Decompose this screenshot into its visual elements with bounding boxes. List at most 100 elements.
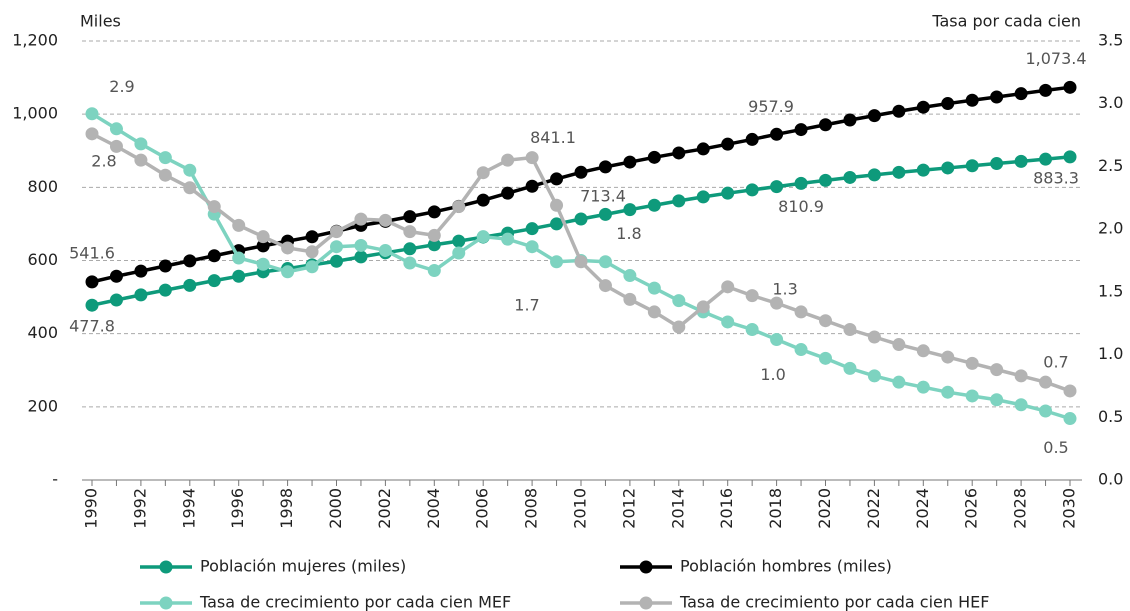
data-point bbox=[207, 274, 221, 288]
data-point bbox=[941, 350, 955, 364]
data-label: 541.6 bbox=[69, 243, 115, 262]
data-point bbox=[1039, 375, 1053, 389]
data-point bbox=[819, 351, 832, 365]
data-point bbox=[183, 278, 197, 292]
data-point bbox=[965, 356, 979, 370]
data-point bbox=[990, 90, 1004, 104]
x-tick-label: 2018 bbox=[766, 488, 785, 529]
data-point bbox=[794, 176, 808, 190]
legend-label: Población hombres (miles) bbox=[680, 557, 892, 576]
x-tick-label: 1998 bbox=[277, 488, 296, 529]
data-point bbox=[867, 369, 881, 383]
x-tick-label: 2004 bbox=[424, 488, 443, 529]
data-point bbox=[916, 163, 930, 177]
data-point bbox=[281, 265, 295, 279]
y2-tick-label: 2.0 bbox=[1098, 219, 1123, 238]
data-point bbox=[941, 97, 955, 111]
data-point bbox=[1014, 369, 1028, 383]
data-point bbox=[501, 232, 515, 246]
data-point bbox=[476, 166, 490, 180]
data-point bbox=[819, 314, 832, 328]
data-point bbox=[1063, 150, 1077, 164]
data-point bbox=[134, 288, 148, 302]
x-tick-label: 2030 bbox=[1060, 488, 1079, 529]
legend-label: Tasa de crecimiento por cada cien HEF bbox=[679, 593, 989, 611]
data-point bbox=[623, 203, 637, 217]
x-tick-label: 1990 bbox=[82, 488, 101, 529]
data-point bbox=[354, 238, 368, 252]
data-label: 957.9 bbox=[748, 97, 794, 116]
x-tick-label: 2012 bbox=[619, 488, 638, 529]
x-tick-label: 2000 bbox=[326, 488, 345, 529]
y-tick-label: 800 bbox=[27, 177, 58, 196]
data-point bbox=[354, 212, 368, 226]
data-point bbox=[158, 151, 172, 165]
data-point bbox=[207, 200, 221, 214]
data-point bbox=[770, 127, 784, 141]
data-point bbox=[916, 100, 930, 114]
data-point bbox=[281, 241, 295, 255]
y2-axis-label: Tasa por cada cien bbox=[931, 12, 1081, 31]
data-point bbox=[452, 246, 466, 260]
x-tick-label: 2008 bbox=[522, 488, 541, 529]
data-point bbox=[305, 230, 319, 244]
data-point bbox=[525, 179, 539, 193]
data-point bbox=[598, 207, 612, 221]
x-tick-label: 1996 bbox=[228, 488, 247, 529]
y2-tick-label: 2.5 bbox=[1098, 156, 1123, 175]
y-tick-label: 600 bbox=[27, 250, 58, 269]
data-point bbox=[843, 113, 857, 127]
data-point bbox=[598, 255, 612, 269]
data-point bbox=[427, 264, 441, 278]
data-point bbox=[476, 193, 490, 207]
y2-tick-label: 0.5 bbox=[1098, 407, 1123, 426]
data-point bbox=[598, 160, 612, 174]
x-tick-label: 2014 bbox=[668, 488, 687, 529]
data-point bbox=[256, 239, 270, 253]
data-point bbox=[867, 330, 881, 344]
x-tick-label: 2002 bbox=[375, 488, 394, 529]
data-point bbox=[330, 254, 343, 268]
data-point bbox=[207, 249, 221, 263]
data-point bbox=[672, 146, 686, 160]
y2-tick-label: 3.0 bbox=[1098, 93, 1123, 112]
data-point bbox=[892, 165, 906, 179]
data-point bbox=[232, 218, 246, 232]
data-point bbox=[965, 93, 979, 107]
data-point bbox=[696, 142, 710, 156]
data-point bbox=[109, 293, 123, 307]
data-point bbox=[941, 161, 955, 175]
data-point bbox=[1039, 404, 1053, 418]
x-tick-label: 2026 bbox=[962, 488, 981, 529]
data-point bbox=[745, 289, 759, 303]
data-point bbox=[550, 217, 564, 231]
data-point bbox=[721, 280, 735, 294]
data-point bbox=[403, 210, 417, 224]
data-point bbox=[794, 123, 808, 137]
data-point bbox=[672, 194, 686, 208]
data-label: 883.3 bbox=[1033, 168, 1079, 187]
data-point bbox=[916, 380, 930, 394]
data-point bbox=[134, 264, 148, 278]
data-point bbox=[452, 200, 466, 214]
data-label: 1,073.4 bbox=[1025, 49, 1086, 68]
data-point bbox=[403, 242, 417, 256]
data-point bbox=[623, 269, 637, 283]
data-point bbox=[770, 180, 784, 194]
data-point bbox=[525, 240, 539, 254]
data-point bbox=[476, 230, 490, 244]
x-tick-label: 2020 bbox=[815, 488, 834, 529]
data-point bbox=[941, 385, 955, 399]
x-tick-label: 1994 bbox=[179, 488, 198, 529]
data-point bbox=[916, 344, 930, 358]
data-point bbox=[109, 269, 123, 283]
y2-tick-label: 3.5 bbox=[1098, 31, 1123, 50]
data-point bbox=[305, 245, 319, 259]
legend-marker bbox=[159, 560, 173, 574]
data-point bbox=[574, 255, 588, 269]
data-point bbox=[85, 298, 99, 312]
data-point bbox=[158, 283, 172, 297]
data-point bbox=[843, 322, 857, 336]
data-point bbox=[965, 389, 979, 403]
